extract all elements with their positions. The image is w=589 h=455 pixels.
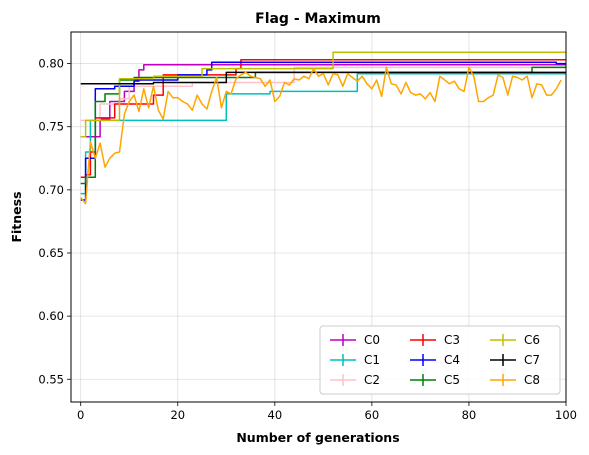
legend-item-c7: C7 [490, 353, 540, 367]
y-tick-label: 0.80 [38, 57, 64, 71]
x-tick-label: 20 [170, 408, 185, 422]
legend-label: C3 [444, 333, 460, 347]
x-tick-label: 0 [77, 408, 84, 422]
series-line-c8 [80, 66, 562, 205]
legend-label: C5 [444, 373, 460, 387]
legend-label: C1 [364, 353, 380, 367]
legend-item-c3: C3 [410, 333, 460, 347]
legend: C0 C1 C2 C3 C4 C5 C6 C7 C8 [319, 325, 561, 395]
x-tick-label: 40 [268, 408, 283, 422]
y-axis-label: Fitness [9, 191, 24, 242]
x-tick-label: 80 [462, 408, 477, 422]
series-lines [80, 51, 566, 205]
series-line-c7 [80, 71, 566, 85]
legend-label: C0 [364, 333, 380, 347]
y-tick-label: 0.75 [38, 120, 64, 134]
series-line-c0 [80, 64, 566, 138]
plot-frame [70, 31, 567, 403]
legend-label: C7 [524, 353, 540, 367]
y-tick-label: 0.65 [38, 246, 64, 260]
legend-label: C8 [524, 373, 540, 387]
legend-item-c5: C5 [410, 373, 460, 387]
series-line-c5 [80, 66, 566, 185]
legend-box [319, 325, 561, 395]
legend-item-c2: C2 [330, 373, 380, 387]
series-line-c1 [80, 72, 566, 195]
legend-label: C6 [524, 333, 540, 347]
legend-item-c8: C8 [490, 373, 540, 387]
axis-ticks: 0 20 40 60 80 100 0.55 0.60 0.65 0.70 0.75 0.80 [38, 57, 577, 422]
x-tick-label: 60 [365, 408, 380, 422]
legend-item-c1: C1 [330, 353, 380, 367]
chart-title: Flag - Maximum [255, 11, 381, 27]
y-tick-label: 0.55 [38, 372, 64, 386]
legend-item-c0: C0 [330, 333, 380, 347]
y-tick-label: 0.70 [38, 183, 64, 197]
legend-label: C2 [364, 373, 380, 387]
legend-label: C4 [444, 353, 460, 367]
x-tick-label: 100 [555, 408, 577, 422]
y-tick-label: 0.60 [38, 309, 64, 323]
legend-item-c6: C6 [490, 333, 540, 347]
x-axis-label: Number of generations [236, 430, 399, 445]
series-line-c6 [80, 51, 566, 138]
legend-item-c4: C4 [410, 353, 460, 367]
